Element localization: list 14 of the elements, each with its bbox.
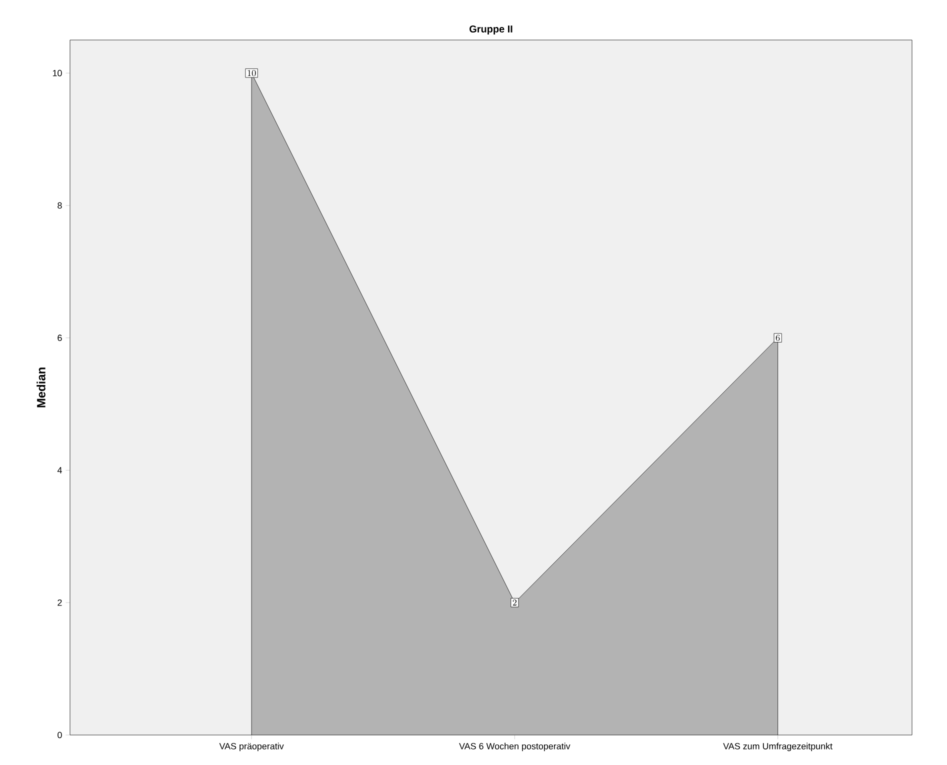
data-label: 2 [512,600,517,606]
y-axis-title: Median [36,368,46,408]
y-tick-label: 6 [58,334,62,342]
chart-title: Gruppe II [470,25,512,34]
x-tick-label: VAS präoperativ [219,742,284,752]
y-tick-label: 10 [52,70,62,76]
data-label: 10 [248,70,256,76]
x-tick-label: VAS 6 Wochen postoperativ [459,742,570,752]
y-tick-label: 4 [57,467,62,474]
y-tick-label: 2 [58,599,62,606]
y-tick-label: 0 [58,732,62,738]
x-tick-label: VAS zum Umfragezeitpunkt [723,742,832,752]
data-label: 6 [776,334,780,341]
y-tick-label: 8 [58,202,62,209]
